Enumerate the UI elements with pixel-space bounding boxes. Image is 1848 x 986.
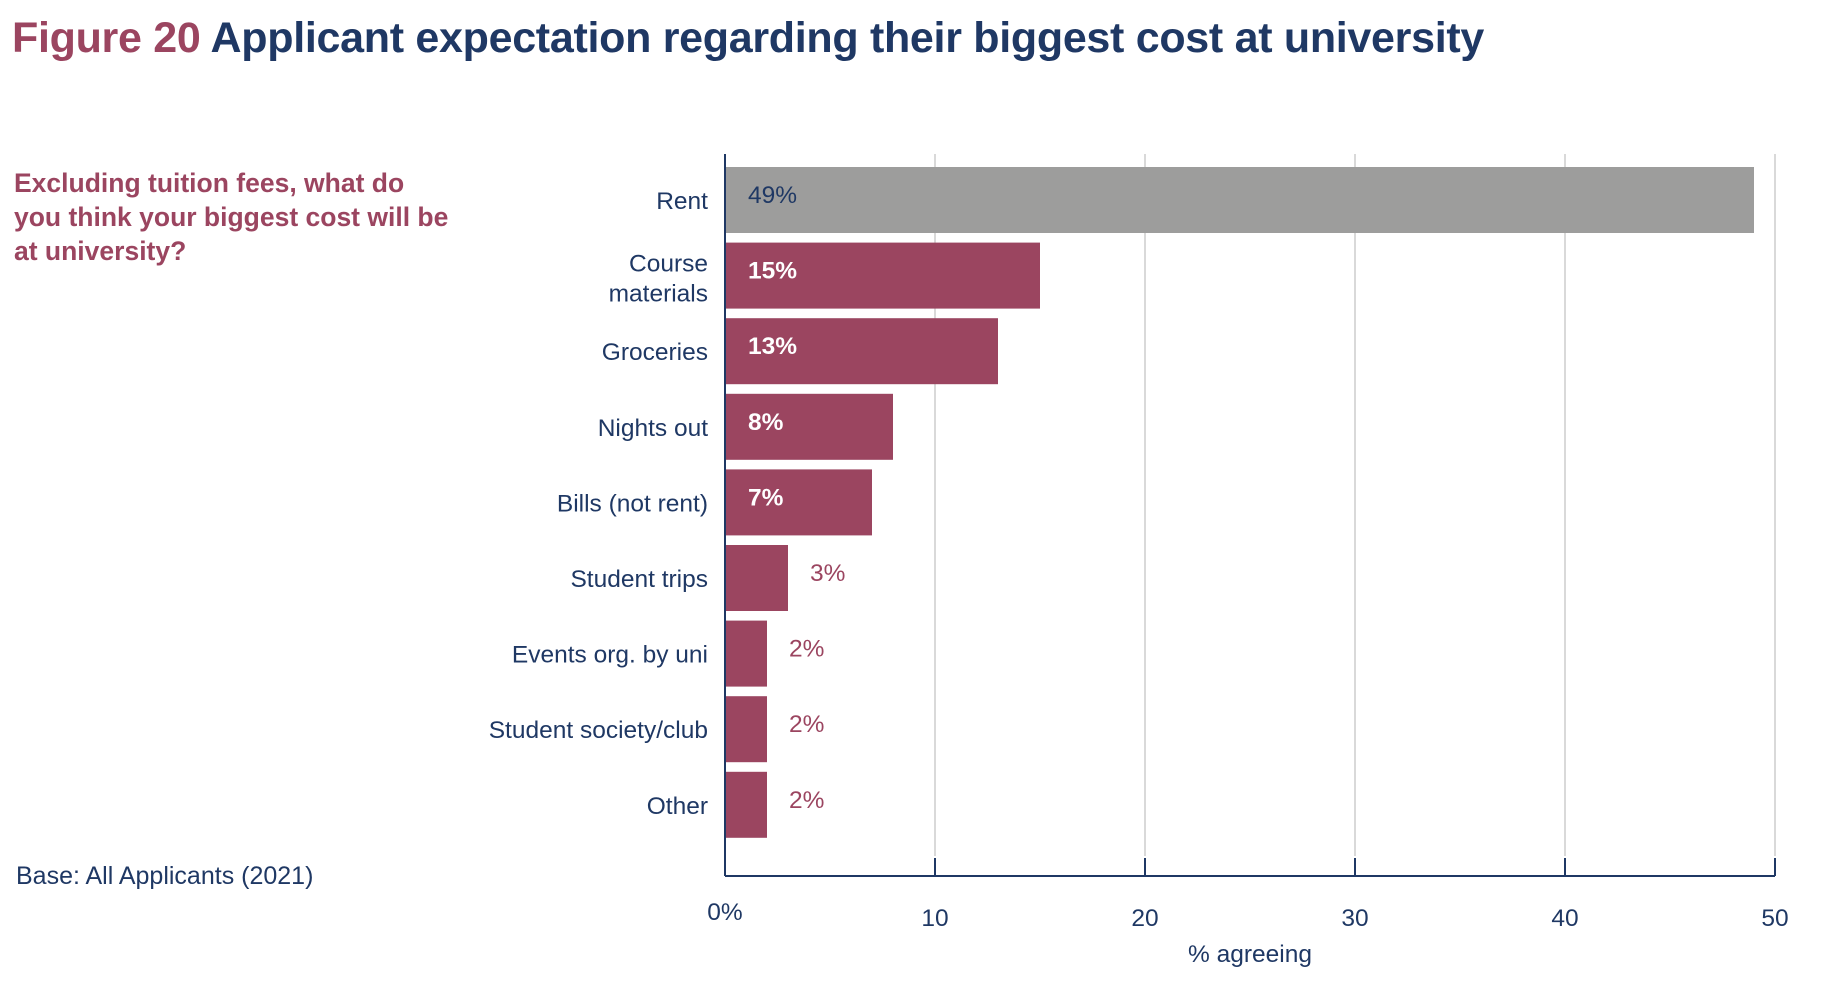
bar [725,167,1754,233]
data-label: 2% [789,711,824,738]
survey-question: Excluding tuition fees, what do you thin… [14,168,449,266]
data-label: 13% [748,333,797,360]
data-label: 2% [789,636,824,663]
category-label: Student trips [570,566,708,593]
x-axis-title: % agreeing [1188,941,1312,968]
category-label: Nights out [598,415,709,442]
data-label: 49% [748,182,797,209]
x-tick-label: 50 [1761,905,1788,932]
figure-title-text: Applicant expectation regarding their bi… [210,14,1485,62]
category-label: Bills (not rent) [557,490,708,517]
bar [725,318,998,385]
category-label: Other [647,793,708,820]
data-label: 8% [748,409,784,436]
x-tick-label: 0% [707,899,742,926]
bar [725,393,893,460]
bar [725,620,767,687]
data-label: 3% [810,560,845,587]
category-label: Course materials [609,251,708,308]
base-note: Base: All Applicants (2021) [16,862,314,890]
category-label: Student society/club [489,717,708,744]
category-label: Rent [656,188,708,215]
x-tick-label: 20 [1131,905,1158,932]
figure-title: Figure 20 Applicant expectation regardin… [12,14,1484,63]
data-label: 15% [748,258,797,285]
category-label: Events org. by uni [512,642,708,669]
bar [725,771,767,838]
bar [725,242,1040,309]
bar [725,469,872,536]
x-tick-label: 30 [1341,905,1368,932]
bar [725,545,788,611]
x-tick-label: 10 [921,905,948,932]
category-label: Groceries [602,339,708,366]
figure-label: Figure 20 [12,14,201,62]
data-label: 2% [789,787,824,814]
data-label: 7% [748,484,784,511]
bar [725,696,767,763]
x-tick-label: 40 [1551,905,1578,932]
